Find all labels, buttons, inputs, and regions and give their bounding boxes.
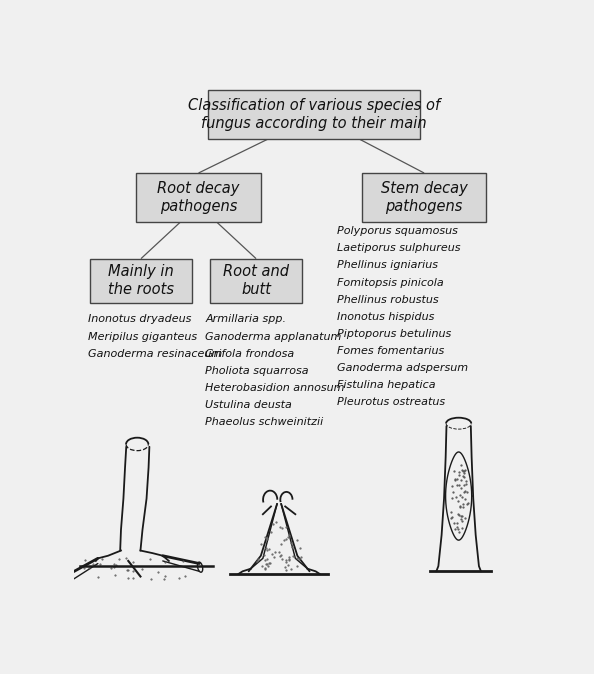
FancyBboxPatch shape [362,173,486,222]
Text: Phellinus robustus: Phellinus robustus [337,295,438,305]
FancyBboxPatch shape [208,90,419,140]
Text: Armillaria spp.: Armillaria spp. [206,314,286,324]
Text: Inonotus hispidus: Inonotus hispidus [337,312,434,321]
Text: Classification of various species of
fungus according to their main: Classification of various species of fun… [188,98,440,131]
FancyBboxPatch shape [137,173,261,222]
Text: Meripilus giganteus: Meripilus giganteus [88,332,197,342]
Text: Ustulina deusta: Ustulina deusta [206,400,292,410]
Text: Laetiporus sulphureus: Laetiporus sulphureus [337,243,460,253]
FancyBboxPatch shape [90,259,192,303]
Text: Stem decay
pathogens: Stem decay pathogens [381,181,467,214]
Text: Fistulina hepatica: Fistulina hepatica [337,380,435,390]
Text: Phellinus igniarius: Phellinus igniarius [337,260,438,270]
Text: Phaeolus schweinitzii: Phaeolus schweinitzii [206,417,324,427]
Text: Mainly in
the roots: Mainly in the roots [108,264,174,297]
FancyBboxPatch shape [210,259,302,303]
Text: Ganoderma resinaceum: Ganoderma resinaceum [88,348,222,359]
Text: Pleurotus ostreatus: Pleurotus ostreatus [337,398,445,408]
Text: Pholiota squarrosa: Pholiota squarrosa [206,366,309,376]
Text: Fomitopsis pinicola: Fomitopsis pinicola [337,278,443,288]
Text: Inonotus dryadeus: Inonotus dryadeus [88,314,191,324]
Text: Fomes fomentarius: Fomes fomentarius [337,346,444,356]
Text: Ganoderma adspersum: Ganoderma adspersum [337,363,467,373]
Text: Ganoderma applanatum: Ganoderma applanatum [206,332,342,342]
Text: Root and
butt: Root and butt [223,264,289,297]
Text: Piptoporus betulinus: Piptoporus betulinus [337,329,451,339]
Text: Polyporus squamosus: Polyporus squamosus [337,226,457,236]
Text: Heterobasidion annosum: Heterobasidion annosum [206,383,345,393]
Text: Grifola frondosa: Grifola frondosa [206,348,295,359]
Text: Root decay
pathogens: Root decay pathogens [157,181,240,214]
